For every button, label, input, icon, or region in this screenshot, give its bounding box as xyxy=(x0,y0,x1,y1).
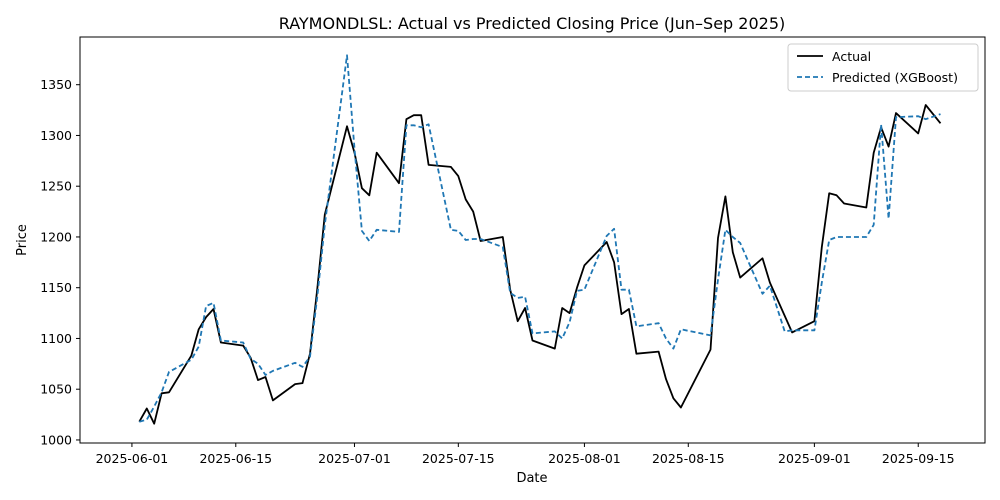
chart-title: RAYMONDLSL: Actual vs Predicted Closing … xyxy=(279,14,786,33)
x-tick-label: 2025-06-15 xyxy=(199,451,272,466)
series-layer xyxy=(138,54,942,425)
y-tick-label: 1250 xyxy=(40,179,72,194)
y-tick-label: 1150 xyxy=(40,280,72,295)
legend-label-actual: Actual xyxy=(832,49,871,64)
y-tick-label: 1100 xyxy=(40,331,72,346)
y-axis-label: Price xyxy=(15,224,30,256)
y-axis: 1000 1050 1100 1150 1200 1250 1300 1350 xyxy=(40,77,80,447)
y-tick-label: 1350 xyxy=(40,77,72,92)
y-tick-label: 1200 xyxy=(40,229,72,244)
plot-area: 2025-06-01 2025-06-15 2025-07-01 2025-07-15… xyxy=(40,36,986,466)
x-tick-label: 2025-08-01 xyxy=(548,451,621,466)
x-tick-label: 2025-07-01 xyxy=(318,451,391,466)
legend-box xyxy=(787,43,979,92)
legend-label-predicted: Predicted (XGBoost) xyxy=(832,70,958,85)
series-line-1 xyxy=(139,54,941,423)
x-axis: 2025-06-01 2025-06-15 2025-07-01 2025-07-15… xyxy=(96,443,955,466)
legend: Actual Predicted (XGBoost) xyxy=(787,43,979,92)
x-tick-label: 2025-07-15 xyxy=(422,451,495,466)
y-tick-label: 1050 xyxy=(40,382,72,397)
y-tick-label: 1000 xyxy=(40,432,72,447)
x-tick-label: 2025-06-01 xyxy=(96,451,169,466)
x-tick-label: 2025-09-15 xyxy=(882,451,955,466)
series-line-0 xyxy=(138,104,942,425)
x-tick-label: 2025-08-15 xyxy=(652,451,725,466)
axes-frame xyxy=(79,36,986,444)
x-axis-label: Date xyxy=(516,471,547,486)
y-tick-label: 1300 xyxy=(40,128,72,143)
x-tick-label: 2025-09-01 xyxy=(778,451,851,466)
